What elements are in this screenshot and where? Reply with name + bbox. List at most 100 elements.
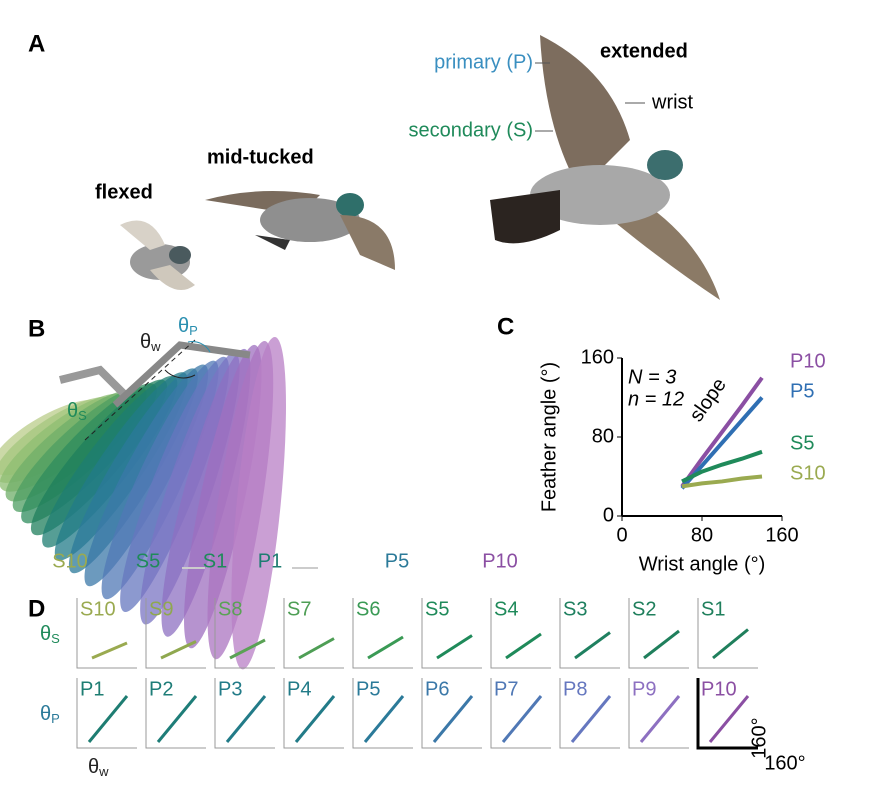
mini-label: S10 bbox=[80, 598, 116, 620]
mini-axes bbox=[421, 598, 482, 669]
feather bbox=[231, 336, 286, 670]
mini-axes bbox=[352, 678, 413, 749]
mini-trace bbox=[432, 695, 474, 743]
mini-trace bbox=[225, 695, 267, 743]
theta-sub: w bbox=[98, 764, 109, 779]
theta-label: θw bbox=[140, 331, 161, 354]
mini-label: S1 bbox=[701, 598, 725, 620]
mini-label: P6 bbox=[425, 678, 449, 700]
annotation: N = 3 bbox=[628, 366, 676, 388]
bird-mid-tucked bbox=[205, 191, 395, 270]
mini-trace bbox=[436, 634, 473, 660]
mini-axes bbox=[145, 678, 206, 749]
theta-label: θw bbox=[88, 756, 109, 779]
legend-label: P10 bbox=[790, 350, 826, 372]
label-mid-tucked: mid-tucked bbox=[207, 146, 314, 168]
wing-label: S5 bbox=[136, 550, 160, 572]
mini-label: P5 bbox=[356, 678, 380, 700]
theta-label: θP bbox=[178, 315, 198, 338]
annotation: n = 12 bbox=[628, 388, 684, 410]
mini-trace bbox=[708, 695, 750, 743]
mini-axes bbox=[697, 598, 758, 669]
legend-label: S10 bbox=[790, 462, 826, 484]
mini-label: P10 bbox=[701, 678, 737, 700]
mini-trace bbox=[160, 640, 197, 660]
mini-axes bbox=[214, 678, 275, 749]
mini-trace bbox=[91, 641, 128, 660]
panel-label: B bbox=[28, 315, 45, 342]
mini-axes bbox=[490, 678, 551, 749]
mini-axes bbox=[559, 598, 620, 669]
mini-axes bbox=[559, 678, 620, 749]
mini-axes bbox=[352, 598, 413, 669]
wing-label: P1 bbox=[258, 550, 282, 572]
mini-trace bbox=[639, 695, 681, 743]
mini-trace bbox=[574, 631, 611, 660]
theta-sub: P bbox=[189, 323, 198, 338]
mini-trace bbox=[87, 695, 129, 743]
panel-label: A bbox=[28, 30, 45, 57]
mini-label: S8 bbox=[218, 598, 242, 620]
mini-label: S5 bbox=[425, 598, 449, 620]
mini-trace bbox=[294, 695, 336, 743]
y-tick-label: 80 bbox=[592, 425, 614, 447]
theta-sub: S bbox=[51, 631, 60, 646]
panel-label: D bbox=[28, 595, 45, 622]
mini-trace bbox=[643, 629, 680, 660]
scale-label: 160° bbox=[764, 752, 805, 774]
mini-trace bbox=[363, 695, 405, 743]
mini-axes bbox=[421, 678, 482, 749]
label-secondary: secondary (S) bbox=[409, 119, 534, 141]
theta-sub: w bbox=[150, 339, 161, 354]
theta: θ bbox=[88, 756, 99, 778]
x-tick-label: 160 bbox=[765, 524, 798, 546]
y-tick-label: 160 bbox=[581, 346, 614, 368]
theta-label: θP bbox=[40, 703, 60, 726]
theta-sub: S bbox=[78, 408, 87, 423]
wing-label: P5 bbox=[385, 550, 409, 572]
mini-trace bbox=[712, 628, 749, 660]
mini-trace bbox=[501, 695, 543, 743]
x-tick-label: 80 bbox=[691, 524, 713, 546]
theta: θ bbox=[178, 315, 189, 337]
mini-trace bbox=[570, 695, 612, 743]
series-line bbox=[681, 474, 763, 489]
mini-label: S4 bbox=[494, 598, 518, 620]
label-flexed: flexed bbox=[95, 181, 153, 203]
theta: θ bbox=[40, 623, 51, 645]
mini-label: P9 bbox=[632, 678, 656, 700]
mini-label: P8 bbox=[563, 678, 587, 700]
wing-label: P10 bbox=[482, 550, 518, 572]
mini-label: P4 bbox=[287, 678, 311, 700]
theta: θ bbox=[40, 703, 51, 725]
x-tick-label: 0 bbox=[616, 524, 627, 546]
legend-label: P5 bbox=[790, 380, 814, 402]
mini-trace bbox=[156, 695, 198, 743]
mini-label: P7 bbox=[494, 678, 518, 700]
mini-label: P3 bbox=[218, 678, 242, 700]
mini-axes bbox=[214, 598, 275, 669]
legend-label: S5 bbox=[790, 432, 814, 454]
mini-axes bbox=[628, 598, 689, 669]
mini-axes bbox=[628, 678, 689, 749]
wing-label: S1 bbox=[203, 550, 227, 572]
mini-trace bbox=[367, 635, 404, 660]
theta-label: θS bbox=[67, 400, 87, 423]
mini-axes bbox=[145, 598, 206, 669]
series-line bbox=[680, 376, 764, 488]
mini-axes bbox=[283, 678, 344, 749]
mini-trace bbox=[298, 637, 335, 660]
bird-flexed bbox=[120, 220, 195, 290]
mini-trace bbox=[505, 632, 542, 660]
mini-label: S9 bbox=[149, 598, 173, 620]
mini-label: S3 bbox=[563, 598, 587, 620]
mini-label: P2 bbox=[149, 678, 173, 700]
y-axis-label: Feather angle (°) bbox=[538, 362, 560, 512]
mini-axes bbox=[76, 598, 137, 669]
bird-extended bbox=[490, 35, 720, 300]
theta: θ bbox=[140, 331, 151, 353]
panel-label: C bbox=[497, 313, 514, 340]
mini-axes bbox=[696, 678, 758, 750]
label-primary: primary (P) bbox=[434, 51, 533, 73]
